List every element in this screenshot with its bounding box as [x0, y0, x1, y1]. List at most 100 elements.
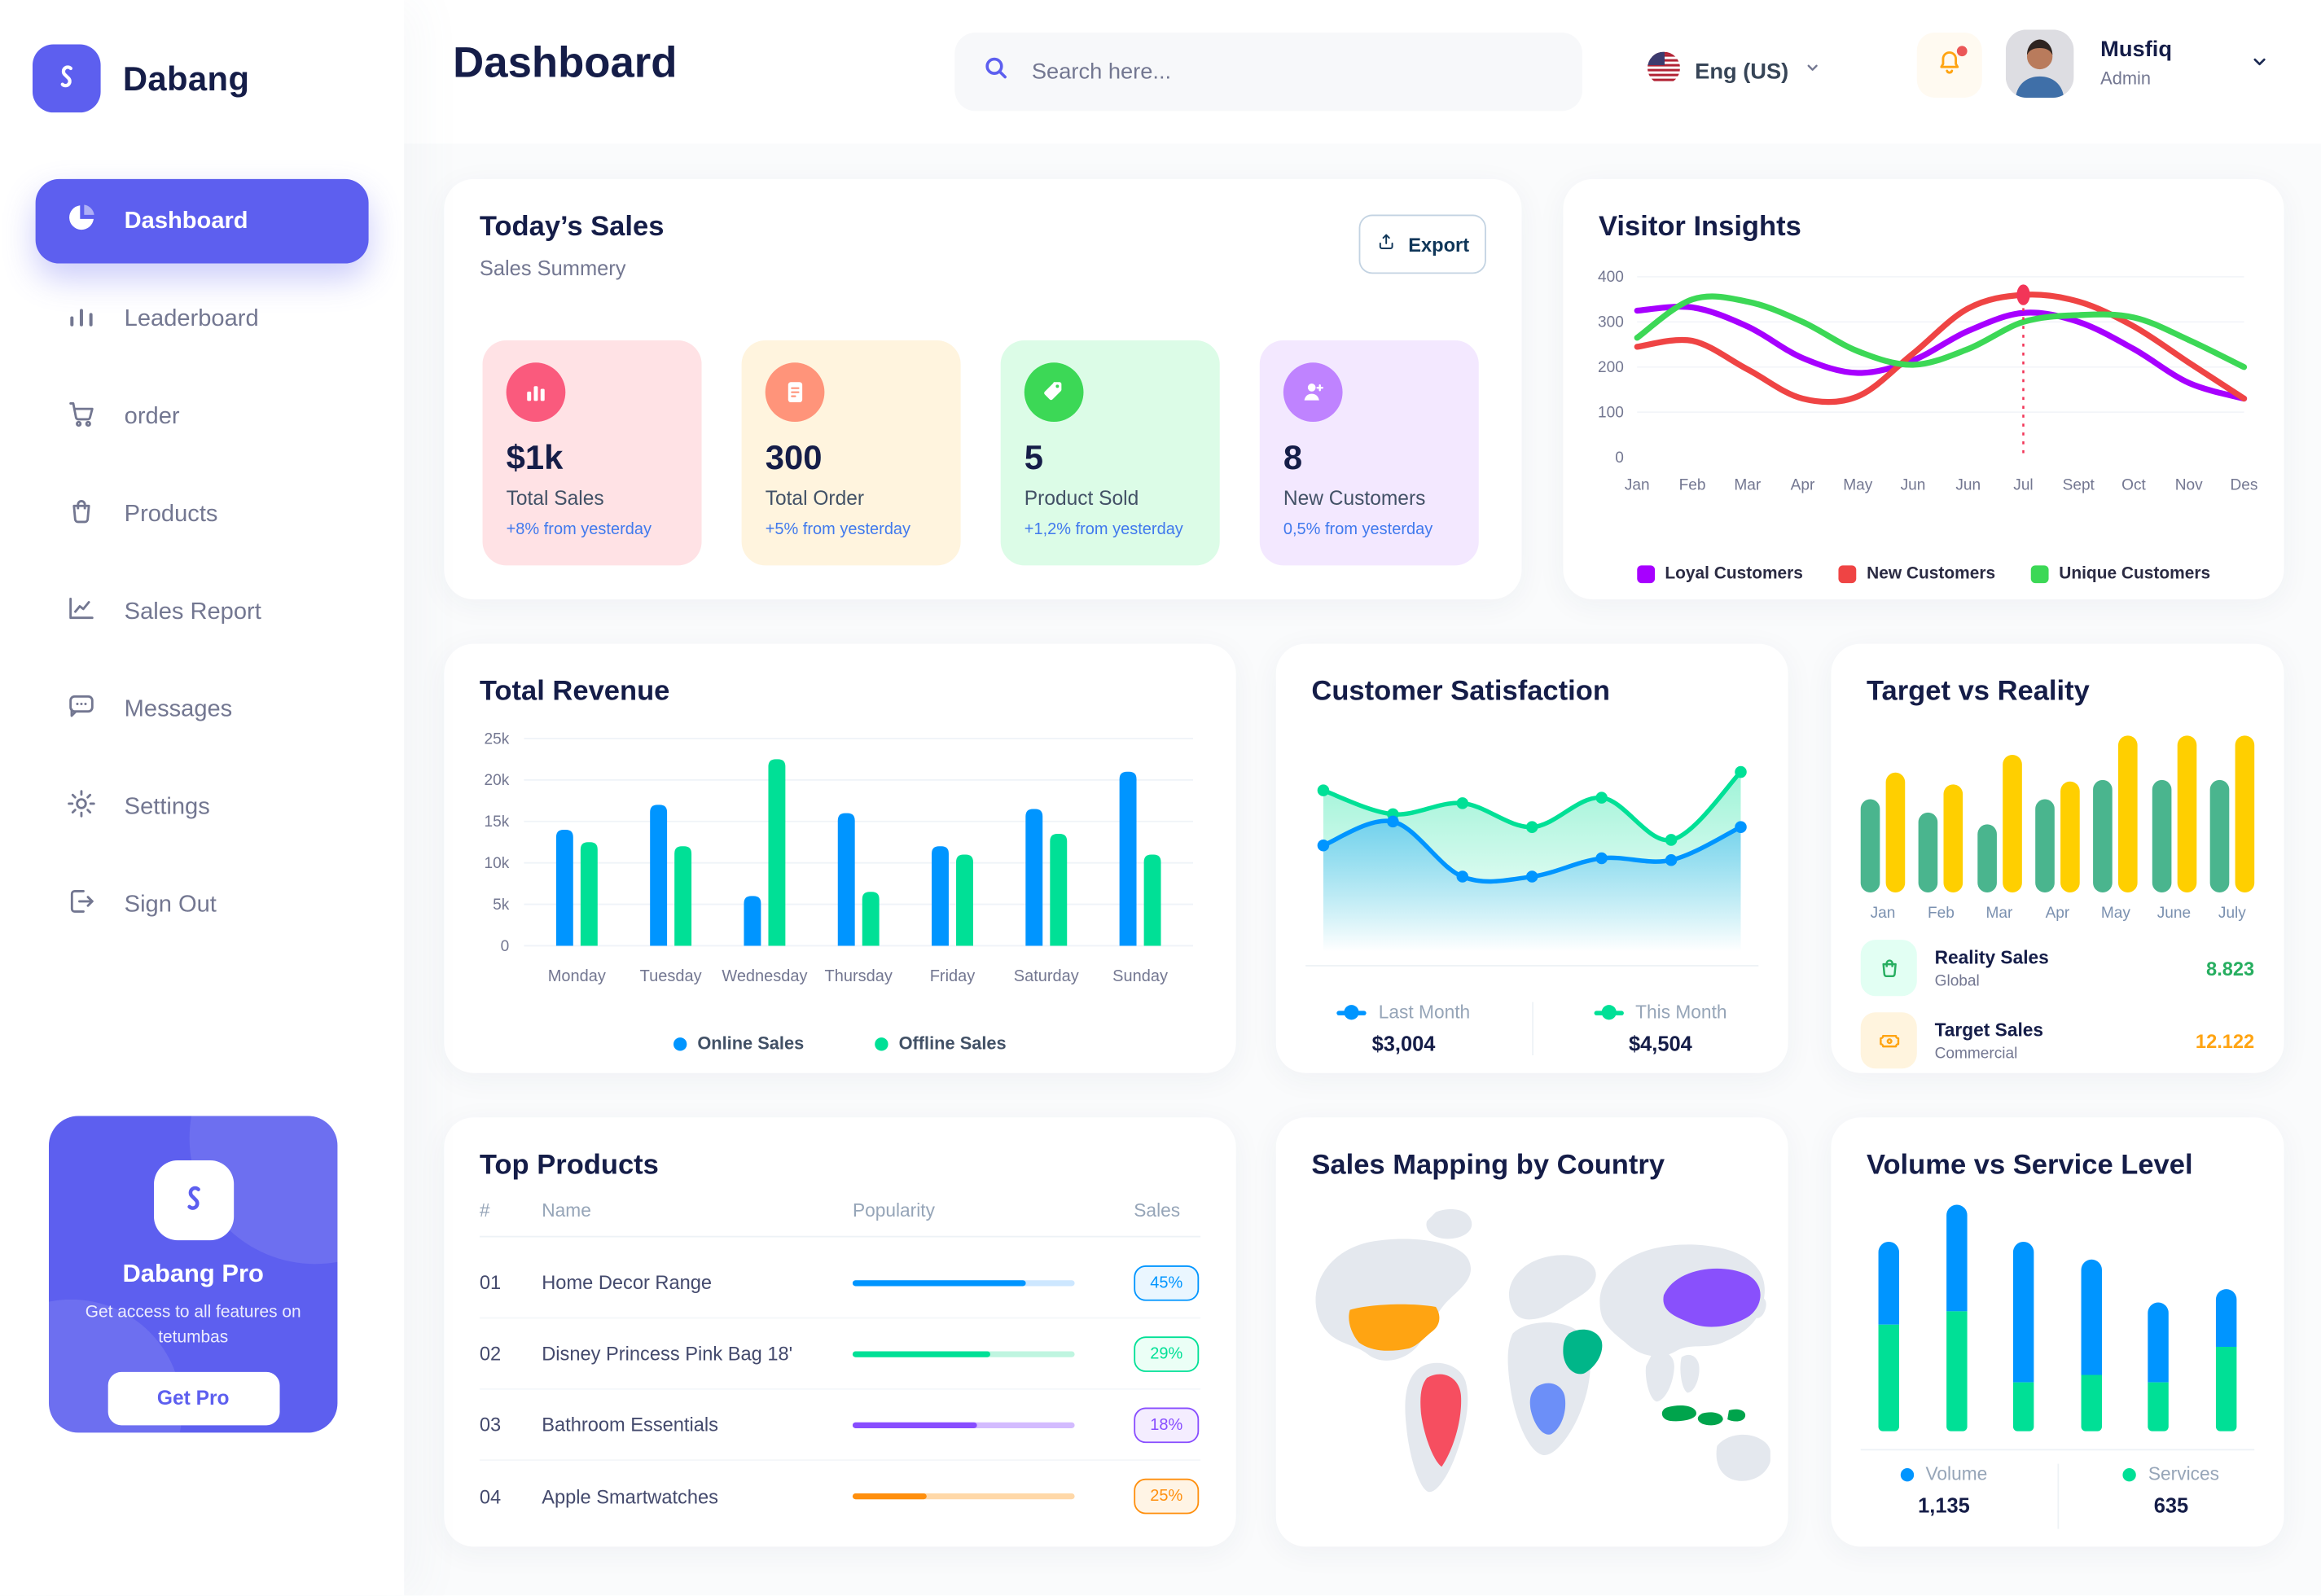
sidebar-item-products[interactable]: Products: [36, 472, 369, 557]
svg-text:Feb: Feb: [1679, 477, 1706, 494]
ticket-icon: [1860, 1012, 1917, 1069]
language-selector[interactable]: Eng (US): [1647, 40, 1823, 102]
stat-label: New Customers: [1283, 486, 1426, 510]
search-input[interactable]: [1029, 57, 1556, 86]
stat-card-new-customers: 8 New Customers 0,5% from yesterday: [1259, 340, 1479, 566]
stat-card-product-sold: 5 Product Sold +1,2% from yesterday: [1000, 340, 1220, 566]
svg-text:15k: 15k: [484, 813, 509, 831]
line-marker-icon: [1594, 1005, 1624, 1020]
legend-item: New Customers: [1838, 565, 1995, 584]
svg-text:Saturday: Saturday: [1014, 967, 1079, 985]
panel-title: Customer Satisfaction: [1311, 676, 1610, 708]
sales-badge: 45%: [1134, 1265, 1200, 1300]
stat-label: Total Sales: [506, 486, 604, 510]
visitor-insights-chart: 0 100 200 300 400 Jan Feb Mar Apr May Jun Jun Jul Sep…: [1598, 269, 2257, 494]
sidebar-item-settings[interactable]: Settings: [36, 765, 369, 850]
svg-text:Sunday: Sunday: [1112, 967, 1168, 985]
svg-text:300: 300: [1598, 314, 1624, 331]
sidebar-item-messages[interactable]: Messages: [36, 668, 369, 752]
bag-icon: [1860, 940, 1917, 997]
target-vs-reality-legend: Reality Sales Global 8.823 Target Sales Co…: [1860, 940, 2254, 1069]
bar-chart-icon: [506, 362, 566, 423]
avatar[interactable]: [2005, 29, 2074, 98]
svg-text:Friday: Friday: [930, 967, 976, 985]
volume-vs-service-chart: [1878, 1197, 2237, 1432]
sidebar-item-sales-report[interactable]: Sales Report: [36, 570, 369, 655]
user-role: Admin: [2100, 68, 2152, 90]
user-menu-chevron-icon[interactable]: [2249, 50, 2271, 80]
sidebar-item-dashboard[interactable]: Dashboard: [35, 178, 369, 264]
popularity-bar: [852, 1421, 1075, 1428]
language-label: Eng (US): [1695, 58, 1789, 84]
panel-title: Top Products: [479, 1150, 659, 1182]
sidebar-item-sign-out[interactable]: Sign Out: [36, 863, 369, 948]
brand-logo-icon: [32, 44, 101, 113]
user-meta: Musfiq Admin: [2100, 37, 2172, 89]
pro-logo-icon: [153, 1160, 234, 1241]
chevron-down-icon: [1803, 58, 1823, 85]
svg-text:Jul: Jul: [2013, 477, 2033, 494]
stat-value: 8: [1283, 438, 1303, 477]
page-title: Dashboard: [453, 40, 678, 88]
stat-value: $1k: [506, 438, 564, 477]
sidebar-item-leaderboard[interactable]: Leaderboard: [36, 277, 369, 362]
svg-text:Jun: Jun: [1901, 477, 1926, 494]
stat-label: Total Order: [765, 486, 865, 510]
bag-icon: [65, 494, 98, 534]
panel-title: Today’s Sales: [479, 211, 665, 243]
legend-target-sales: Target Sales Commercial 12.122: [1860, 1012, 2254, 1069]
se-asia: [1680, 1354, 1700, 1393]
stat-value: 5: [1024, 438, 1044, 477]
legend-item: Offline Sales: [875, 1033, 1007, 1054]
stat-label: Product Sold: [1024, 486, 1139, 510]
pie-chart-icon: [65, 201, 98, 241]
svg-text:Jun: Jun: [1955, 477, 1981, 494]
sidebar-item-order[interactable]: order: [36, 375, 369, 459]
svg-text:Mar: Mar: [1734, 477, 1762, 494]
legend-item: Unique Customers: [2030, 565, 2210, 584]
popularity-bar: [852, 1279, 1075, 1286]
brand: Dabang: [32, 44, 250, 113]
get-pro-button[interactable]: Get Pro: [107, 1371, 279, 1425]
gear-icon: [65, 787, 98, 827]
notifications-button[interactable]: [1916, 32, 1982, 98]
export-icon: [1375, 231, 1397, 258]
stat-delta: +5% from yesterday: [765, 520, 911, 539]
legend-services: Services 635: [2058, 1464, 2284, 1529]
greenland: [1426, 1208, 1472, 1239]
table-header: # Name Popularity Sales: [479, 1200, 1201, 1238]
bar-chart-icon: [65, 299, 98, 339]
country-usa: [1349, 1304, 1440, 1351]
export-button[interactable]: Export: [1358, 214, 1486, 274]
stat-card-total-order: 300 Total Order +5% from yesterday: [741, 340, 961, 566]
pro-subtitle: Get access to all features on tetumbas: [85, 1304, 301, 1348]
main-area: Dashboard Eng (US) Musfiq Admin: [404, 0, 2321, 1595]
panel-subtitle: Sales Summery: [479, 256, 626, 280]
country-saudi-arabia: [1563, 1329, 1603, 1375]
svg-text:Jan: Jan: [1625, 477, 1650, 494]
user-plus-icon: [1283, 362, 1343, 423]
visitor-insights-legend: Loyal Customers New Customers Unique Cus…: [1563, 565, 2284, 584]
svg-text:0: 0: [1615, 449, 1624, 467]
svg-text:400: 400: [1598, 269, 1624, 286]
stat-delta: +1,2% from yesterday: [1024, 520, 1183, 539]
country-indonesia: [1661, 1405, 1746, 1426]
brand-name: Dabang: [122, 58, 250, 98]
svg-text:Apr: Apr: [1791, 477, 1815, 494]
svg-text:Sept: Sept: [2063, 477, 2095, 494]
search-icon: [981, 53, 1011, 90]
bell-icon: [1933, 45, 1966, 85]
line-chart-icon: [65, 592, 98, 632]
volume-vs-service-panel: Volume vs Service Level Volume 1,135 Ser…: [1831, 1117, 2284, 1547]
customer-satisfaction-panel: Customer Satisfaction Last Month $3,004 …: [1275, 643, 1788, 1073]
svg-text:May: May: [1843, 477, 1873, 494]
customer-satisfaction-legend: Last Month $3,004 This Month $4,504: [1276, 1002, 1788, 1055]
target-vs-reality-chart: Jan Feb Mar Apr May June July: [1860, 724, 2255, 922]
sidebar-nav: Dashboard Leaderboard order Products Sal…: [35, 178, 369, 948]
country-brazil: [1420, 1374, 1462, 1467]
total-revenue-legend: Online Sales Offline Sales: [444, 1033, 1235, 1054]
legend-last-month: Last Month $3,004: [1276, 1002, 1533, 1055]
legend-volume: Volume 1,135: [1831, 1463, 2059, 1529]
sales-badge: 25%: [1134, 1478, 1200, 1515]
